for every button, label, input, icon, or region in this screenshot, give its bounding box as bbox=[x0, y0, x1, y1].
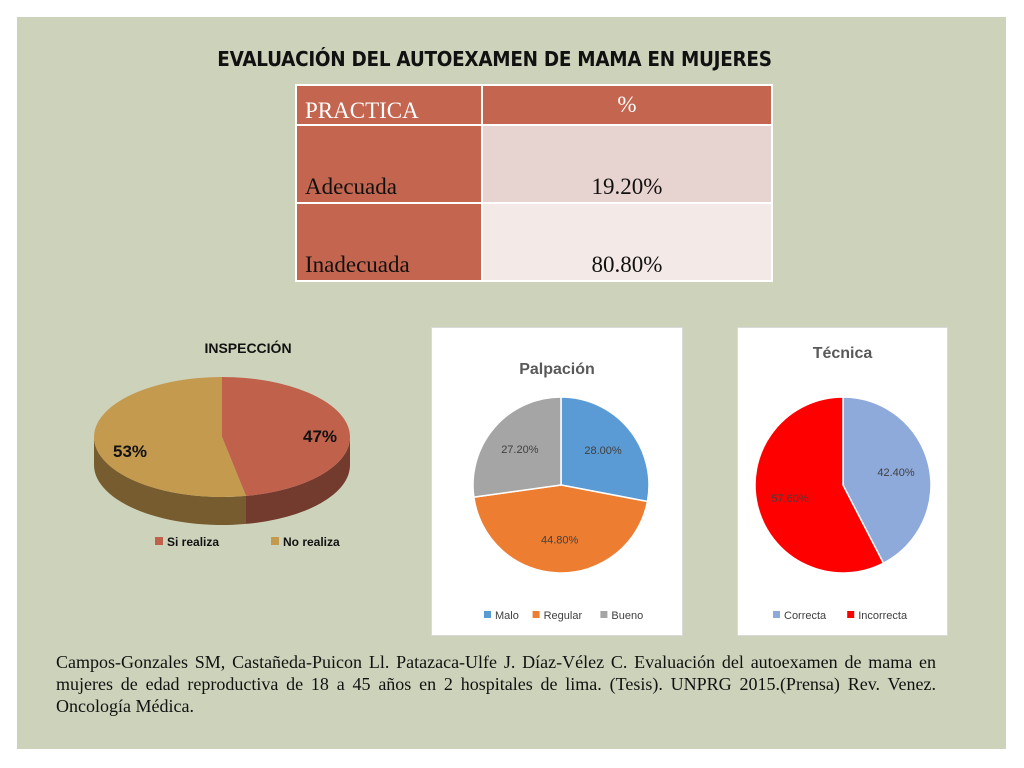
data-label: 44.80% bbox=[541, 535, 579, 547]
table-row: Adecuada 19.20% bbox=[295, 124, 773, 204]
legend-swatch bbox=[271, 537, 279, 545]
legend-swatch bbox=[532, 611, 540, 618]
legend-label: Incorrecta bbox=[858, 610, 908, 622]
table-header-practica: PRACTICA bbox=[295, 84, 483, 126]
practice-table: PRACTICA % Adecuada 19.20% Inadecuada 80… bbox=[295, 84, 773, 282]
pie-slice-no-realiza bbox=[94, 377, 246, 497]
data-label: 28.00% bbox=[584, 445, 622, 457]
legend-swatch bbox=[847, 611, 855, 618]
legend-label: Si realiza bbox=[167, 535, 219, 549]
pie-slice-incorrecta bbox=[754, 396, 885, 574]
table-header-percent: % bbox=[481, 84, 773, 126]
palpacion-chart-panel: Palpación 28.00% 44.80% 27.20% Malo Regular Bu… bbox=[431, 327, 683, 636]
legend-label: Correcta bbox=[784, 610, 827, 622]
table-row-label: Adecuada bbox=[295, 124, 483, 204]
palpacion-chart: Palpación 28.00% 44.80% 27.20% Malo Regular Bu… bbox=[472, 361, 650, 622]
table-header-row: PRACTICA % bbox=[295, 84, 773, 126]
inspeccion-chart: INSPECCIÓN 47% 53% Si realiza No realiza bbox=[94, 339, 351, 549]
chart-title: INSPECCIÓN bbox=[204, 339, 291, 356]
data-label: 27.20% bbox=[501, 444, 539, 456]
legend-swatch bbox=[484, 611, 491, 618]
pie-slice-si-realiza bbox=[222, 377, 351, 496]
chart-title: Técnica bbox=[813, 345, 873, 362]
legend-label: Regular bbox=[544, 610, 583, 622]
tecnica-chart: Técnica 42.40% 57.60% Correcta Incorrecta bbox=[754, 345, 932, 622]
legend-label: Malo bbox=[495, 610, 519, 622]
tecnica-chart-panel: Técnica 42.40% 57.60% Correcta Incorrecta bbox=[737, 327, 948, 636]
citation-text: Campos-Gonzales SM, Castañeda-Puicon Ll.… bbox=[56, 652, 936, 716]
data-label: 57.60% bbox=[771, 493, 809, 505]
legend-label: Bueno bbox=[611, 610, 643, 622]
legend-label: No realiza bbox=[283, 535, 340, 549]
pie-slice-regular bbox=[472, 484, 649, 574]
pie-slice-malo bbox=[560, 396, 650, 503]
table-row-label: Inadecuada bbox=[295, 202, 483, 282]
pie-slice-correcta bbox=[842, 396, 932, 565]
table-row: Inadecuada 80.80% bbox=[295, 202, 773, 282]
legend-swatch bbox=[600, 611, 608, 618]
chart-title: Palpación bbox=[519, 361, 595, 378]
legend-swatch bbox=[773, 611, 780, 618]
data-label: 42.40% bbox=[877, 467, 915, 479]
slide-title: EVALUACIÓN DEL AUTOEXAMEN DE MAMA EN MUJ… bbox=[217, 47, 772, 71]
pie-side-si-realiza bbox=[245, 437, 350, 524]
data-label: 53% bbox=[113, 442, 147, 461]
legend-swatch bbox=[155, 537, 163, 545]
table-row-value: 80.80% bbox=[481, 202, 773, 282]
data-label: 47% bbox=[303, 427, 337, 446]
table-row-value: 19.20% bbox=[481, 124, 773, 204]
pie-slice-bueno bbox=[472, 396, 562, 498]
pie-side-no-realiza bbox=[94, 437, 246, 525]
